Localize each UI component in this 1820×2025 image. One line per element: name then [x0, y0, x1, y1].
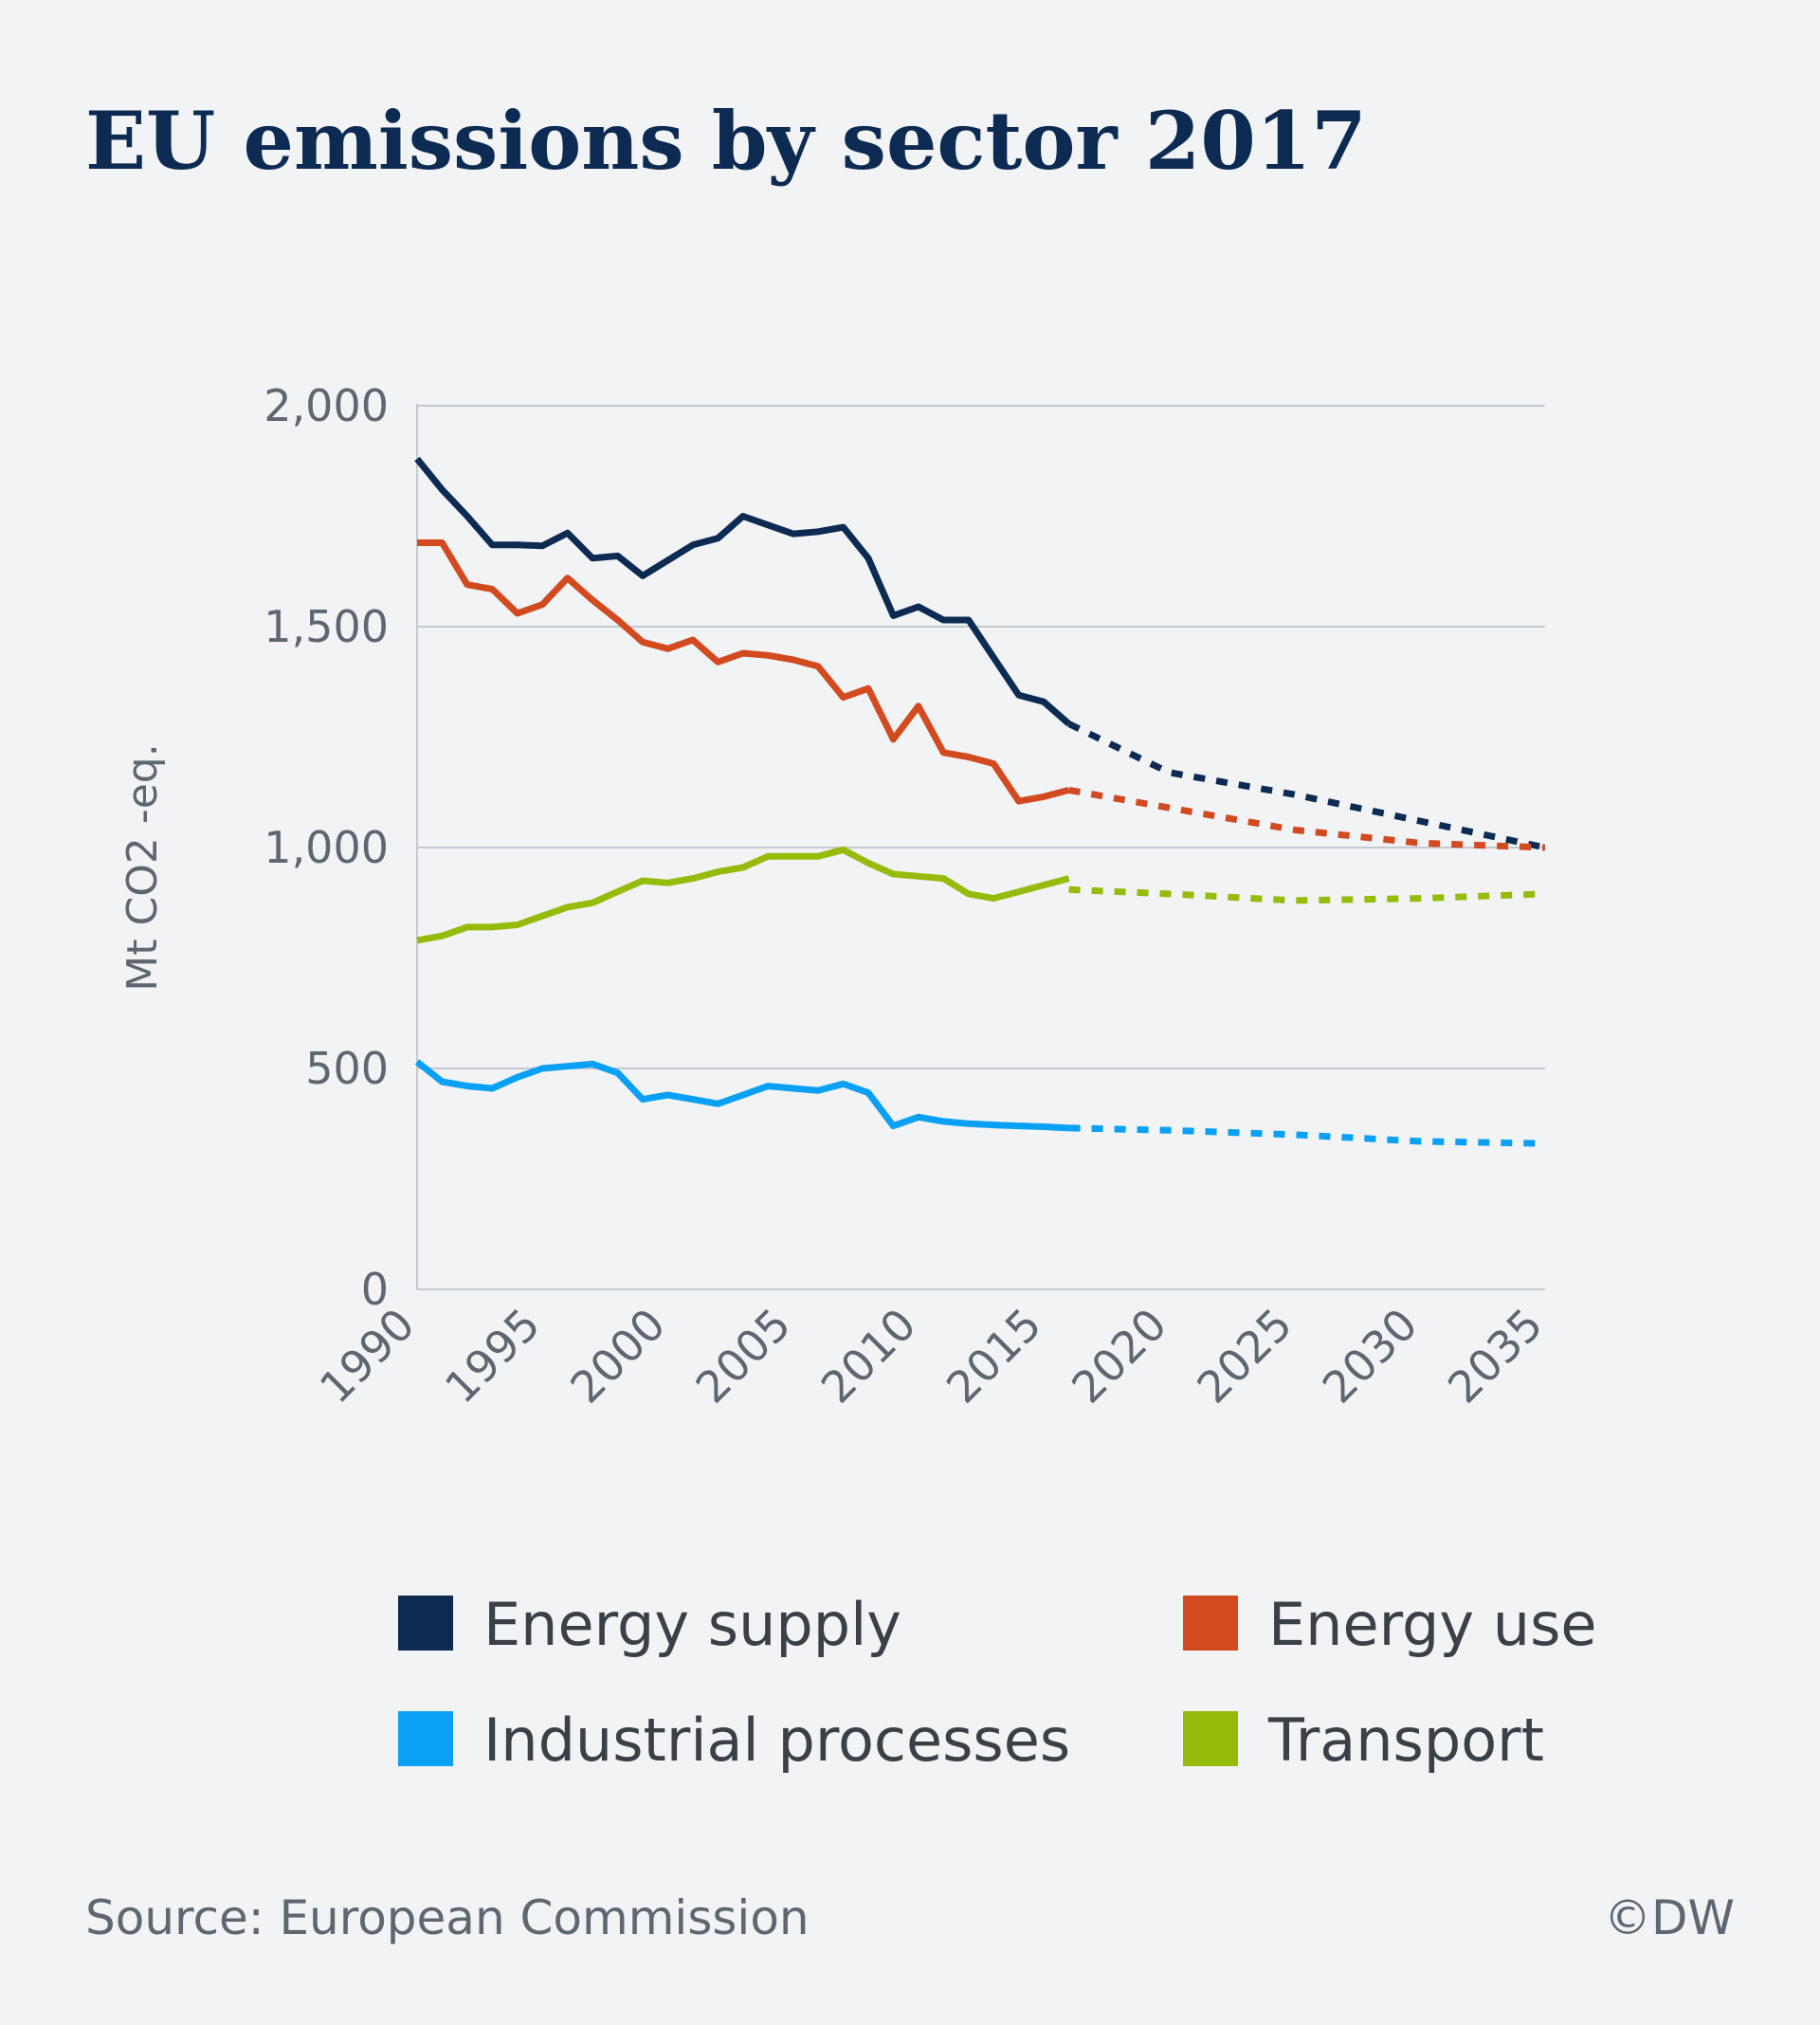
- gridlines: [417, 405, 1545, 1069]
- legend-label: Industrial processes: [483, 1706, 1070, 1775]
- legend-swatch: [398, 1596, 453, 1651]
- x-tick-label: 2015: [937, 1299, 1051, 1414]
- x-tick-label: 1990: [310, 1299, 425, 1414]
- source-note: Source: European Commission: [85, 1890, 810, 1945]
- credit-label: ©DW: [1604, 1890, 1735, 1945]
- chart-title: EU emissions by sector 2017: [85, 94, 1367, 188]
- x-tick-label: 2025: [1187, 1299, 1301, 1414]
- x-tick-label: 2020: [1062, 1299, 1176, 1414]
- legend-label: Transport: [1267, 1706, 1544, 1775]
- series-lines: [414, 456, 1546, 1147]
- x-tick-label: 2035: [1438, 1299, 1553, 1414]
- series-line-projection: [1067, 786, 1546, 851]
- x-tick-label: 2000: [560, 1299, 675, 1414]
- x-tick-label: 2010: [811, 1299, 926, 1414]
- x-tick-label: 1995: [435, 1299, 550, 1414]
- y-tick-label: 2,000: [264, 380, 389, 431]
- legend-label: Energy use: [1268, 1590, 1597, 1659]
- y-tick-label: 1,000: [264, 822, 389, 873]
- x-tick-label: 2030: [1313, 1299, 1428, 1414]
- series-line-projection: [1067, 721, 1546, 851]
- legend-label: Energy supply: [483, 1590, 901, 1659]
- y-tick-label: 1,500: [264, 601, 389, 652]
- series-line-projection: [1068, 1124, 1546, 1147]
- x-axis-ticks: 1990 1995 2000 2005 2010 2015 2020 2025 2030 2035: [310, 1299, 1553, 1414]
- axes: [416, 404, 1545, 1290]
- legend-swatch: [1183, 1711, 1238, 1766]
- y-axis-title: Mt CO2 -eq.: [118, 743, 167, 991]
- y-tick-label: 500: [305, 1043, 389, 1094]
- series-line-historical: [417, 539, 1070, 805]
- legend-swatch: [398, 1711, 453, 1766]
- series-line-historical: [414, 1059, 1069, 1132]
- legend: Energy supply Energy use Industrial proces…: [398, 1590, 1597, 1775]
- series-line-historical: [416, 846, 1070, 944]
- y-tick-label: 0: [361, 1264, 389, 1315]
- series-line-projection: [1068, 885, 1546, 904]
- legend-swatch: [1183, 1596, 1238, 1651]
- x-tick-label: 2005: [685, 1299, 800, 1414]
- y-axis-ticks: 0 500 1,000 1,500 2,000: [264, 380, 389, 1315]
- series-line-historical: [414, 456, 1071, 727]
